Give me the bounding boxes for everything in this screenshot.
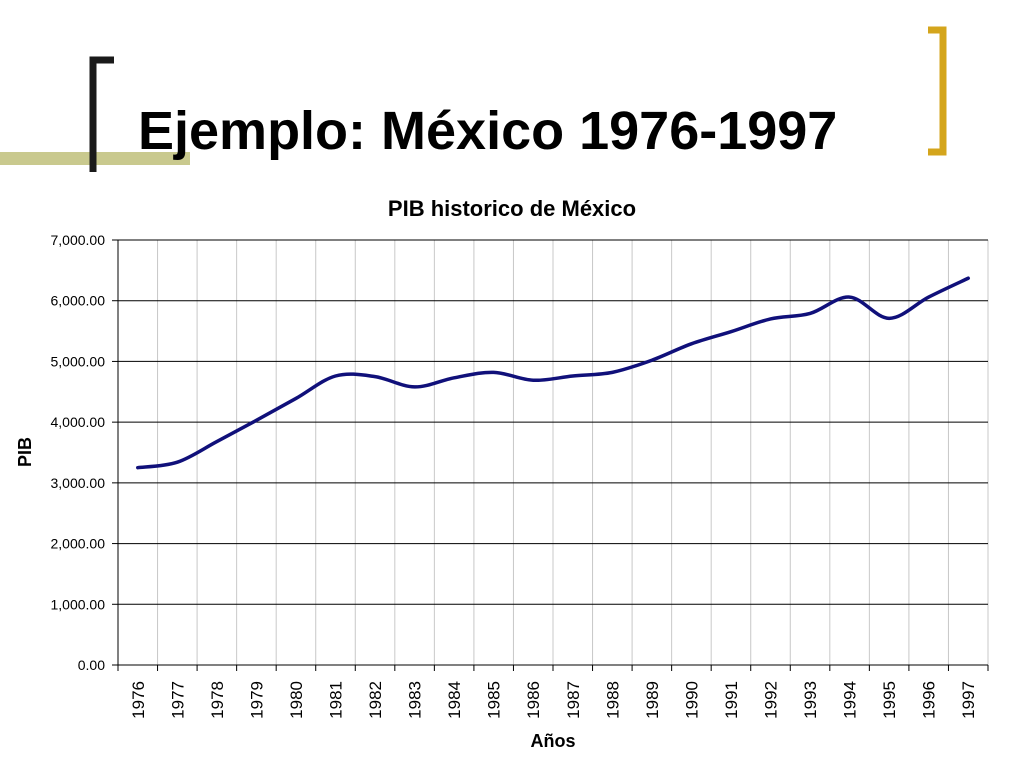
x-tick-label: 1976 [129, 681, 148, 719]
right-bracket [928, 26, 947, 156]
x-tick-label: 1990 [682, 681, 701, 719]
x-tick-label: 1993 [801, 681, 820, 719]
y-tick-label: 6,000.00 [51, 293, 106, 309]
x-tick-label: 1997 [959, 681, 978, 719]
x-tick-label: 1994 [841, 681, 860, 719]
y-axis-ticks: 0.00 1,000.00 2,000.00 3,000.00 4,000.00 5,00… [51, 232, 118, 673]
horizontal-gridlines [118, 239, 988, 605]
x-tick-label: 1988 [603, 681, 622, 719]
x-tick-label: 1977 [168, 681, 187, 719]
y-tick-label: 7,000.00 [51, 232, 106, 248]
left-bracket [89, 56, 114, 172]
x-tick-label: 1983 [406, 681, 425, 719]
chart-title: PIB historico de México [388, 196, 636, 221]
x-axis-label: Años [531, 731, 576, 751]
y-tick-label: 4,000.00 [51, 414, 106, 430]
y-tick-label: 0.00 [78, 657, 105, 673]
x-tick-label: 1982 [366, 681, 385, 719]
series-line-pib [136, 276, 970, 470]
x-tick-label: 1980 [287, 681, 306, 719]
x-tick-label: 1985 [485, 681, 504, 719]
y-tick-label: 2,000.00 [51, 536, 106, 552]
vertical-gridlines [157, 240, 989, 665]
y-tick-label: 1,000.00 [51, 596, 106, 612]
slide-title: Ejemplo: México 1976-1997 [138, 101, 838, 161]
x-tick-label: 1989 [643, 681, 662, 719]
x-tick-label: 1986 [524, 681, 543, 719]
x-tick-label: 1981 [327, 681, 346, 719]
x-axis-ticks: 1976 1977 1978 1979 1980 1981 1982 1983 1984 1985… [117, 665, 989, 719]
x-tick-label: 1996 [920, 681, 939, 719]
x-tick-label: 1992 [762, 681, 781, 719]
y-axis-label: PIB [15, 437, 35, 467]
x-tick-label: 1979 [247, 681, 266, 719]
x-tick-label: 1995 [880, 681, 899, 719]
x-tick-label: 1978 [208, 681, 227, 719]
x-tick-label: 1991 [722, 681, 741, 719]
y-tick-label: 3,000.00 [51, 475, 106, 491]
y-tick-label: 5,000.00 [51, 353, 106, 369]
x-tick-label: 1987 [564, 681, 583, 719]
x-tick-label: 1984 [445, 681, 464, 719]
